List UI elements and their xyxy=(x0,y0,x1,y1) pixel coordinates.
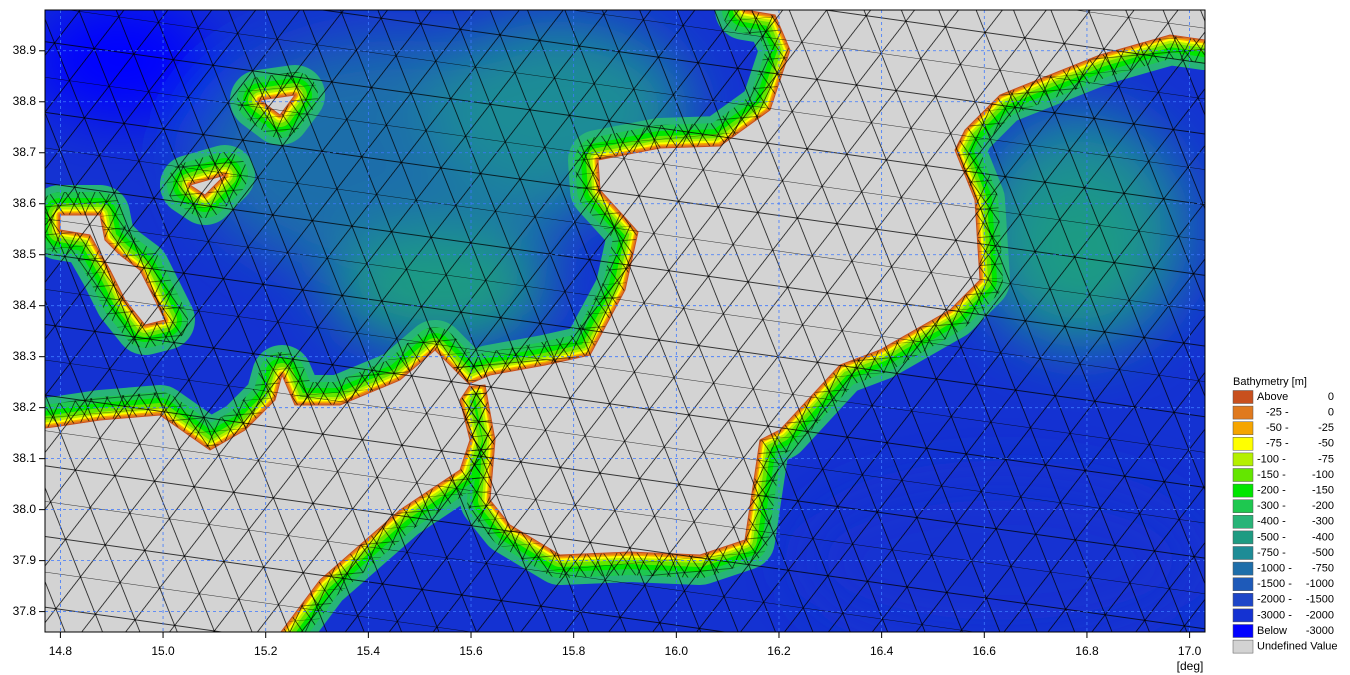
x-tick-label: 15.6 xyxy=(459,644,483,658)
legend-to: -1500 xyxy=(1306,594,1334,606)
legend-from: -500 - xyxy=(1257,531,1286,543)
legend-swatch xyxy=(1233,437,1253,450)
x-tick-label: 15.8 xyxy=(562,644,586,658)
y-tick-label: 37.9 xyxy=(13,553,37,567)
y-tick-label: 38.1 xyxy=(13,451,37,465)
legend-label: Undefined Value xyxy=(1257,641,1338,653)
legend-from: -50 - xyxy=(1266,422,1289,434)
y-tick-label: 38.2 xyxy=(13,400,37,414)
x-tick-label: 16.6 xyxy=(973,644,997,658)
legend-swatch xyxy=(1233,391,1253,404)
x-tick-label: 15.4 xyxy=(357,644,381,658)
legend-to: -300 xyxy=(1312,516,1334,528)
legend-to: -1000 xyxy=(1306,578,1334,590)
y-tick-label: 38.3 xyxy=(13,349,37,363)
y-tick-label: 38.7 xyxy=(13,145,37,159)
legend-to: -25 xyxy=(1318,422,1334,434)
legend-title: Bathymetry [m] xyxy=(1233,376,1307,388)
x-tick-label: 16.0 xyxy=(665,644,689,658)
legend-from: -200 - xyxy=(1257,485,1286,497)
legend-to: -2000 xyxy=(1306,609,1334,621)
map-view: 14.8 15.0 15.2 15.4 15.6 15.8 16.0 16.2 16.4 16.6… xyxy=(0,0,1350,675)
legend-swatch xyxy=(1233,625,1253,638)
y-tick-label: 38.5 xyxy=(13,247,37,261)
legend-swatch xyxy=(1233,547,1253,560)
legend-swatch xyxy=(1233,484,1253,497)
x-tick-label: 16.2 xyxy=(767,644,791,658)
legend-swatch xyxy=(1233,593,1253,606)
legend-to: -200 xyxy=(1312,500,1334,512)
legend-from: -1000 - xyxy=(1257,563,1292,575)
x-tick-label: 16.8 xyxy=(1075,644,1099,658)
legend-swatch xyxy=(1233,406,1253,419)
legend-swatch xyxy=(1233,578,1253,591)
legend-swatch xyxy=(1233,453,1253,466)
legend-from: Above xyxy=(1257,391,1288,403)
legend-from: -100 - xyxy=(1257,453,1286,465)
legend-swatch xyxy=(1233,515,1253,528)
legend-to: -500 xyxy=(1312,547,1334,559)
mesh xyxy=(45,10,1205,632)
y-tick-label: 38.0 xyxy=(13,502,37,516)
x-tick-label: 15.0 xyxy=(151,644,175,658)
legend-to: 0 xyxy=(1328,391,1334,403)
x-unit: [deg] xyxy=(1177,659,1204,673)
legend-from: -750 - xyxy=(1257,547,1286,559)
legend-swatch xyxy=(1233,609,1253,622)
legend-from: -400 - xyxy=(1257,516,1286,528)
x-tick-label: 17.0 xyxy=(1178,644,1202,658)
legend-to: -75 xyxy=(1318,453,1334,465)
y-tick-label: 38.6 xyxy=(13,196,37,210)
legend-from: -300 - xyxy=(1257,500,1286,512)
x-tick-label: 14.8 xyxy=(49,644,73,658)
legend-swatch xyxy=(1233,562,1253,575)
legend-from: -150 - xyxy=(1257,469,1286,481)
legend-swatch xyxy=(1233,531,1253,544)
legend-from: -25 - xyxy=(1266,407,1289,419)
y-tick-label: 38.9 xyxy=(13,43,37,57)
legend-to: -400 xyxy=(1312,531,1334,543)
legend-to: 0 xyxy=(1328,407,1334,419)
map-area xyxy=(30,0,1205,640)
legend-from: Below xyxy=(1257,625,1287,637)
legend-to: -50 xyxy=(1318,438,1334,450)
x-tick-label: 15.2 xyxy=(254,644,278,658)
legend-swatch xyxy=(1233,469,1253,482)
y-tick-label: 37.8 xyxy=(13,604,37,618)
legend: Bathymetry [m] Above 0 -25 - 0 -50 - -25 -75 -… xyxy=(1233,376,1338,653)
legend-from: -1500 - xyxy=(1257,578,1292,590)
legend-from: -2000 - xyxy=(1257,594,1292,606)
legend-swatch xyxy=(1233,500,1253,513)
legend-to: -150 xyxy=(1312,485,1334,497)
legend-swatch xyxy=(1233,422,1253,435)
legend-to: -100 xyxy=(1312,469,1334,481)
legend-from: -3000 - xyxy=(1257,609,1292,621)
x-tick-label: 16.4 xyxy=(870,644,894,658)
legend-to: -3000 xyxy=(1306,625,1334,637)
y-tick-label: 38.4 xyxy=(13,298,37,312)
y-tick-label: 38.8 xyxy=(13,94,37,108)
legend-swatch xyxy=(1233,640,1253,653)
legend-from: -75 - xyxy=(1266,438,1289,450)
legend-to: -750 xyxy=(1312,563,1334,575)
